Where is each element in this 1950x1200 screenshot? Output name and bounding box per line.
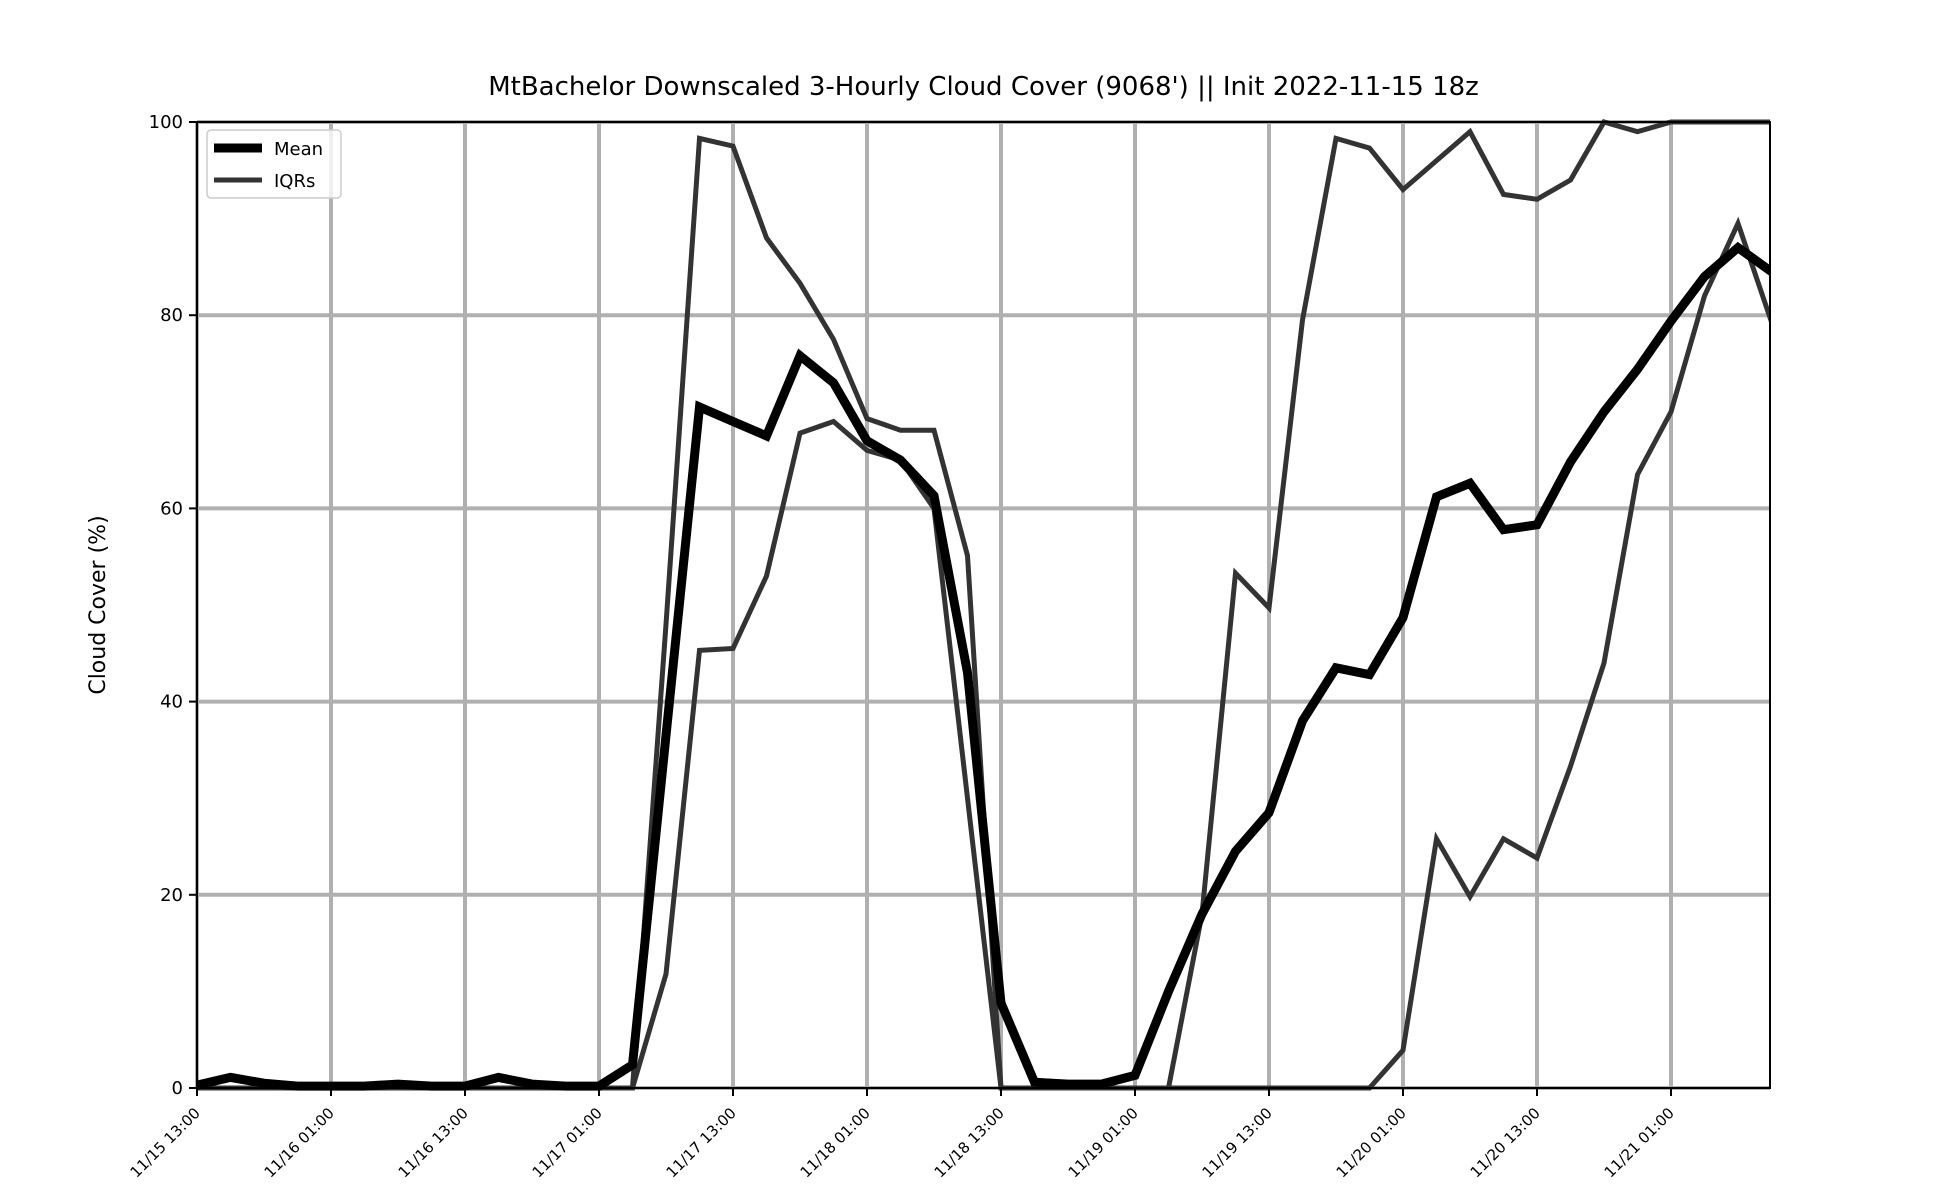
legend-iqr-label: IQRs bbox=[274, 171, 315, 192]
y-tick-label: 20 bbox=[160, 885, 183, 906]
plot-frame bbox=[196, 121, 1771, 1089]
chart-title: MtBachelor Downscaled 3-Hourly Cloud Cov… bbox=[488, 72, 1479, 102]
y-tick-label: 80 bbox=[160, 305, 183, 326]
y-tick-label: 40 bbox=[160, 692, 183, 713]
legend: Mean IQRs bbox=[206, 129, 342, 199]
series-mean-line bbox=[197, 241, 1770, 1091]
legend-mean-label: Mean bbox=[274, 139, 323, 160]
y-axis-label: Cloud Cover (%) bbox=[86, 515, 111, 694]
y-tick-label: 0 bbox=[172, 1078, 183, 1099]
y-tick-label: 100 bbox=[149, 112, 183, 133]
y-tick-label: 60 bbox=[160, 498, 183, 519]
